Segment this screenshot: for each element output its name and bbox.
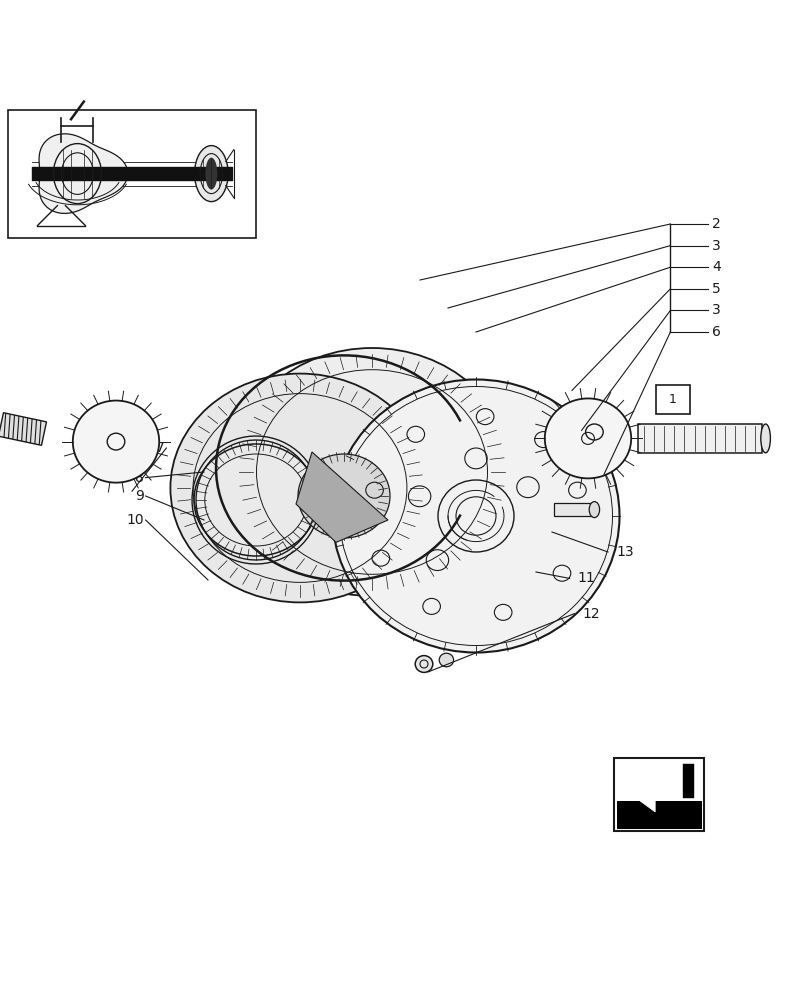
- Text: 7: 7: [156, 441, 165, 455]
- Text: 10: 10: [126, 513, 144, 527]
- Ellipse shape: [206, 158, 218, 190]
- Bar: [8, 110, 256, 238]
- Text: 11: 11: [578, 571, 595, 585]
- Bar: [554, 503, 594, 516]
- Bar: [0, 413, 46, 445]
- Ellipse shape: [298, 454, 390, 538]
- Bar: [638, 424, 762, 453]
- Bar: [614, 758, 704, 831]
- Text: 6: 6: [712, 325, 721, 339]
- Ellipse shape: [194, 444, 318, 556]
- Polygon shape: [296, 452, 388, 542]
- Text: 8: 8: [135, 471, 144, 485]
- Ellipse shape: [232, 348, 512, 596]
- Ellipse shape: [439, 653, 454, 667]
- Ellipse shape: [333, 379, 619, 652]
- Text: 4: 4: [712, 260, 721, 274]
- Bar: [617, 801, 702, 829]
- Text: 1: 1: [669, 393, 677, 406]
- Text: 3: 3: [712, 303, 721, 317]
- Text: 3: 3: [712, 239, 721, 253]
- Text: 13: 13: [616, 545, 634, 559]
- Ellipse shape: [589, 502, 600, 518]
- Ellipse shape: [545, 398, 631, 478]
- Text: 2: 2: [712, 217, 721, 231]
- Polygon shape: [39, 134, 128, 213]
- Text: 5: 5: [712, 282, 721, 296]
- Bar: [656, 385, 690, 414]
- Ellipse shape: [194, 146, 228, 202]
- Ellipse shape: [761, 424, 770, 453]
- Ellipse shape: [73, 401, 159, 483]
- Polygon shape: [683, 764, 694, 798]
- Polygon shape: [626, 766, 683, 812]
- Text: 12: 12: [582, 607, 600, 621]
- Text: 9: 9: [135, 489, 144, 503]
- Ellipse shape: [415, 656, 433, 672]
- Ellipse shape: [170, 374, 430, 602]
